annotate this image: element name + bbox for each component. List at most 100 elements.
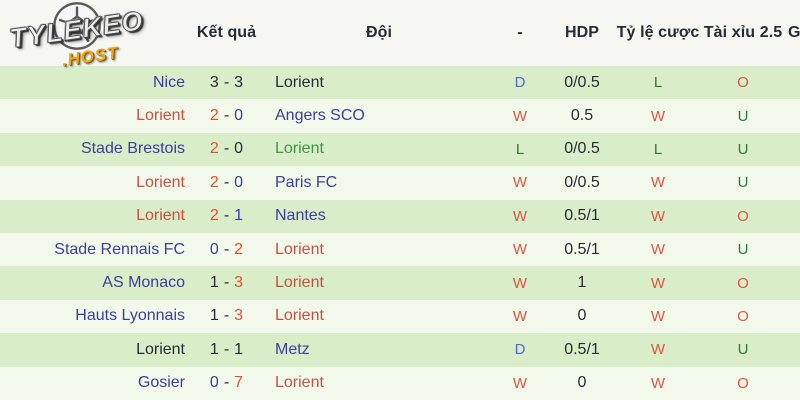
extra-cell bbox=[784, 133, 800, 166]
result-letter: W bbox=[512, 207, 528, 225]
home-score: 2 bbox=[209, 140, 219, 158]
away-score: 0 bbox=[234, 107, 244, 125]
away-score: 3 bbox=[234, 307, 244, 325]
over-under-letter: U bbox=[737, 107, 749, 125]
result-letter: W bbox=[512, 174, 528, 192]
away-score: 7 bbox=[234, 374, 244, 392]
score-dash: - bbox=[223, 340, 230, 358]
score-cell: 1-1 bbox=[185, 333, 268, 366]
away-team-cell: Angers SCO bbox=[268, 99, 490, 132]
table-header: Kết quả Đội - HDP Tỷ lệ cược Tài xỉu 2.5… bbox=[0, 0, 800, 66]
away-score: 3 bbox=[234, 73, 244, 91]
result-letter-cell: W bbox=[490, 300, 550, 333]
over-under-letter: O bbox=[737, 274, 749, 292]
away-team: Paris FC bbox=[275, 173, 338, 191]
home-team: Gosier bbox=[137, 374, 185, 392]
odds-letter-cell: W bbox=[614, 166, 702, 199]
result-letter-cell: D bbox=[490, 333, 550, 366]
column-header-hdp: HDP bbox=[564, 24, 600, 41]
extra-cell bbox=[784, 266, 800, 299]
match-row: Lorient 2-0 Angers SCO W 0.5 W U bbox=[0, 99, 800, 133]
column-header-team: Đội bbox=[365, 24, 393, 41]
result-letter: L bbox=[515, 140, 525, 158]
hdp-cell: 0/0.5 bbox=[550, 133, 614, 166]
result-letter-cell: L bbox=[490, 133, 550, 166]
score-cell: 2-0 bbox=[185, 166, 268, 199]
away-score: 1 bbox=[234, 340, 244, 358]
away-team-cell: Lorient bbox=[268, 300, 490, 333]
home-team: Stade Brestois bbox=[80, 140, 185, 158]
home-team: Hauts Lyonnais bbox=[75, 307, 185, 325]
over-under-letter: U bbox=[737, 341, 749, 359]
soccer-ball-icon bbox=[53, 2, 101, 50]
score-cell: 0-7 bbox=[185, 367, 268, 400]
hdp-value: 1 bbox=[577, 274, 587, 292]
home-team-cell: Lorient bbox=[0, 166, 185, 199]
match-row: Hauts Lyonnais 1-3 Lorient W 0 W O bbox=[0, 299, 800, 334]
home-team: Nice bbox=[152, 73, 185, 91]
result-letter-cell: W bbox=[490, 166, 550, 199]
hdp-value: 0/0.5 bbox=[564, 173, 600, 191]
hdp-cell: 1 bbox=[550, 266, 614, 299]
score-cell: 2-1 bbox=[185, 200, 268, 233]
hdp-cell: 0.5/1 bbox=[550, 333, 614, 366]
extra-cell bbox=[784, 300, 800, 333]
hdp-value: 0 bbox=[577, 374, 587, 392]
home-team-cell: AS Monaco bbox=[0, 266, 185, 299]
match-row: Stade Rennais FC 0-2 Lorient W 0.5/1 W U bbox=[0, 232, 800, 267]
home-score: 1 bbox=[209, 307, 219, 325]
home-team-cell: Gosier bbox=[0, 367, 185, 400]
odds-letter: L bbox=[653, 74, 663, 92]
away-team: Lorient bbox=[275, 374, 324, 392]
home-score: 1 bbox=[209, 274, 219, 292]
hdp-value: 0.5/1 bbox=[564, 240, 600, 258]
away-team-cell: Lorient bbox=[268, 266, 490, 299]
hdp-value: 0.5/1 bbox=[564, 340, 600, 358]
score-dash: - bbox=[223, 240, 230, 258]
score-dash: - bbox=[223, 374, 230, 392]
odds-letter: W bbox=[650, 107, 666, 125]
score-cell: 1-3 bbox=[185, 266, 268, 299]
away-team-cell: Lorient bbox=[268, 367, 490, 400]
hdp-cell: 0.5 bbox=[550, 99, 614, 132]
away-score: 2 bbox=[234, 240, 244, 258]
odds-letter-cell: W bbox=[614, 333, 702, 366]
home-team: Lorient bbox=[136, 107, 185, 125]
over-under-cell: U bbox=[702, 166, 784, 199]
home-score: 2 bbox=[209, 107, 219, 125]
home-team: Stade Rennais FC bbox=[54, 240, 185, 258]
home-team-cell: Hauts Lyonnais bbox=[0, 300, 185, 333]
away-score: 0 bbox=[234, 173, 244, 191]
score-dash: - bbox=[223, 73, 230, 91]
hdp-value: 0.5/1 bbox=[564, 207, 600, 225]
score-dash: - bbox=[223, 207, 230, 225]
away-team: Nantes bbox=[275, 207, 326, 225]
match-row: Gosier 0-7 Lorient W 0 W O bbox=[0, 366, 800, 400]
result-letter: D bbox=[514, 74, 526, 92]
home-score: 2 bbox=[209, 207, 219, 225]
extra-cell bbox=[784, 166, 800, 199]
away-team: Angers SCO bbox=[275, 107, 365, 125]
over-under-cell: U bbox=[702, 233, 784, 266]
over-under-cell: O bbox=[702, 367, 784, 400]
away-team: Lorient bbox=[275, 240, 324, 258]
home-team-cell: Lorient bbox=[0, 333, 185, 366]
score-cell: 3-3 bbox=[185, 66, 268, 99]
match-row: Stade Brestois 2-0 Lorient L 0/0.5 L U bbox=[0, 132, 800, 167]
odds-letter-cell: L bbox=[614, 66, 702, 99]
over-under-cell: U bbox=[702, 133, 784, 166]
home-team-cell: Stade Brestois bbox=[0, 133, 185, 166]
site-logo[interactable]: TYLEKEO .HOST bbox=[7, 0, 168, 80]
odds-letter: W bbox=[650, 174, 666, 192]
hdp-value: 0/0.5 bbox=[564, 140, 600, 158]
away-team: Lorient bbox=[275, 73, 324, 91]
match-row: Nice 3-3 Lorient D 0/0.5 L O bbox=[0, 66, 800, 100]
column-header-odds: Tỷ lệ cược bbox=[616, 24, 700, 41]
home-score: 0 bbox=[209, 374, 219, 392]
match-row: Lorient 1-1 Metz D 0.5/1 W U bbox=[0, 333, 800, 367]
result-letter-cell: W bbox=[490, 367, 550, 400]
hdp-value: 0/0.5 bbox=[564, 73, 600, 91]
hdp-value: 0.5 bbox=[570, 107, 594, 125]
away-team-cell: Paris FC bbox=[268, 166, 490, 199]
over-under-cell: U bbox=[702, 99, 784, 132]
